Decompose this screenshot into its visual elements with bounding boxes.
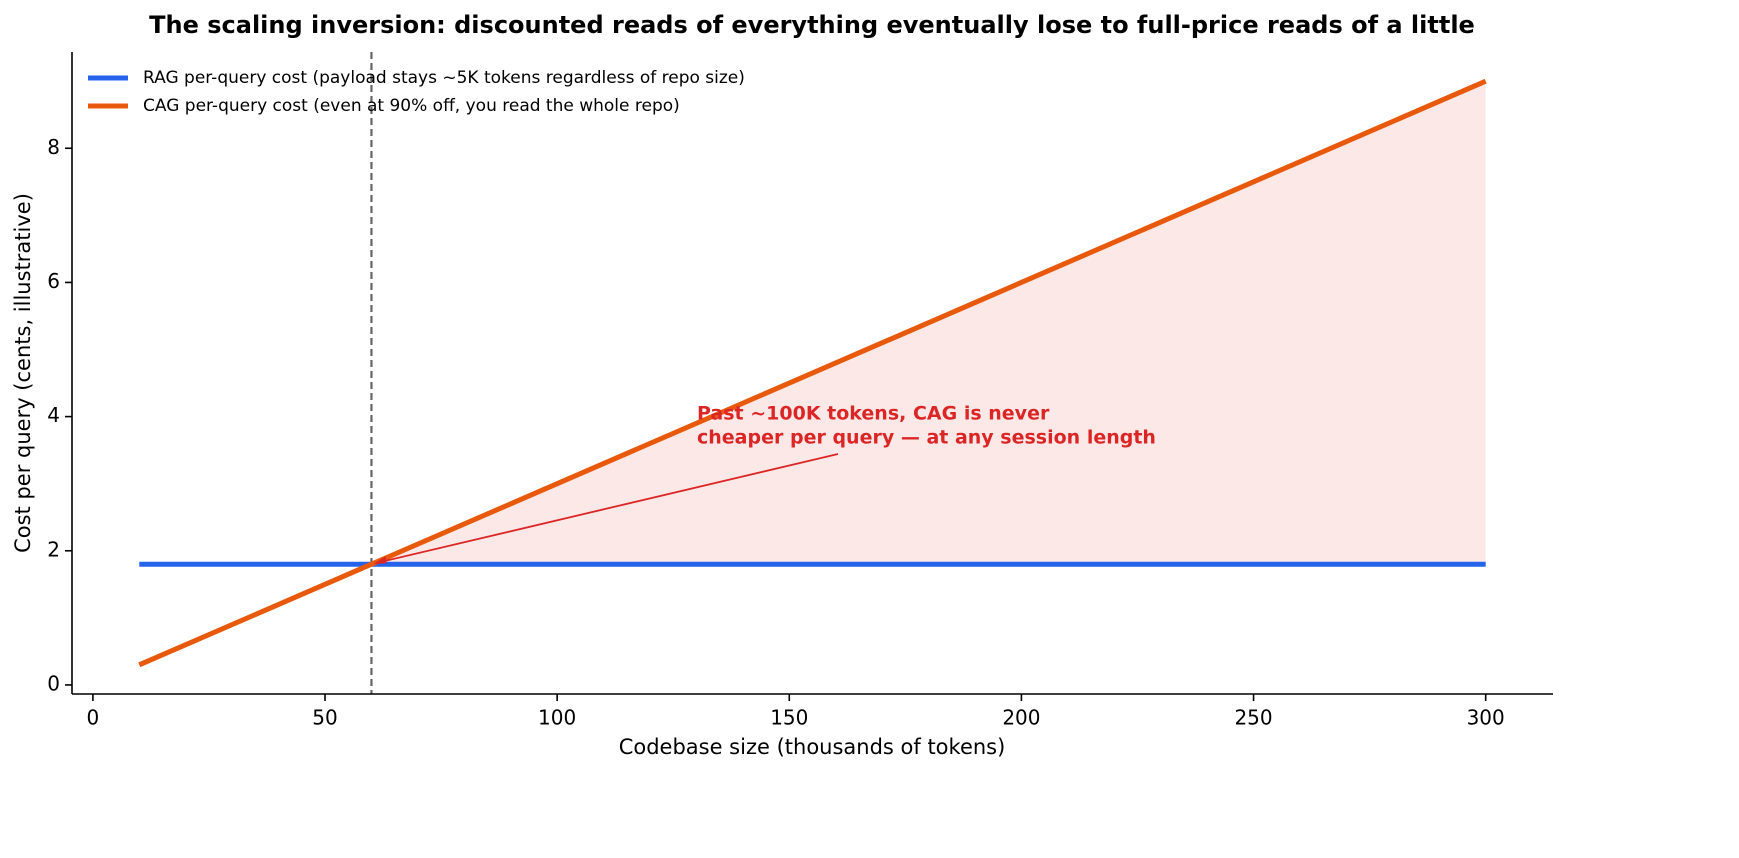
x-tick-label: 100: [538, 706, 576, 730]
x-tick-label: 200: [1002, 706, 1040, 730]
chart-title: The scaling inversion: discounted reads …: [149, 11, 1475, 39]
arrow-head: [373, 556, 387, 565]
y-tick-label: 0: [47, 671, 60, 695]
x-tick-label: 0: [87, 706, 100, 730]
x-tick-label: 250: [1234, 706, 1272, 730]
x-tick-label: 150: [770, 706, 808, 730]
series-line: [138, 78, 1487, 668]
annotation: cheaper per query — at any session lengt…: [697, 427, 1156, 449]
legend-label: CAG per-query cost (even at 90% off, you…: [143, 96, 680, 116]
x-tick-label: 50: [312, 706, 337, 730]
legend-label: RAG per-query cost (payload stays ~5K to…: [143, 68, 745, 88]
annotation-arrow: [375, 453, 839, 565]
y-tick-label: 8: [47, 135, 60, 159]
annotation: Past ~100K tokens, CAG is never: [697, 403, 1050, 425]
y-tick-label: 4: [47, 403, 60, 427]
x-axis-label: Codebase size (thousands of tokens): [619, 735, 1006, 759]
y-axis-label: Cost per query (cents, illustrative): [11, 193, 35, 553]
x-tick-label: 300: [1467, 706, 1505, 730]
y-tick-label: 6: [47, 269, 60, 293]
y-tick-label: 2: [47, 537, 60, 561]
